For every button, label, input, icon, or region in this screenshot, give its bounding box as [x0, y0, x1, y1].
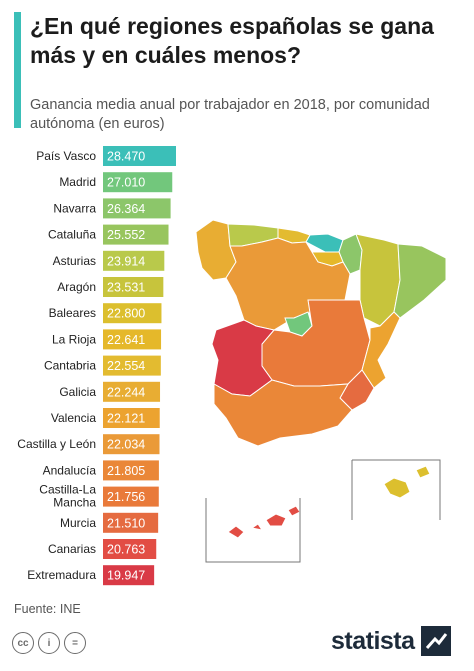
bar — [103, 408, 160, 428]
bar — [103, 381, 161, 402]
value-label: 23.914 — [107, 254, 145, 268]
map-region — [393, 243, 447, 319]
bar — [103, 198, 171, 219]
value-label: 20.763 — [107, 543, 145, 557]
bar — [103, 355, 161, 376]
value-label: 22.554 — [107, 359, 145, 373]
cc-icon[interactable]: cc — [12, 632, 34, 654]
bar — [103, 224, 169, 245]
category-label: Asturias — [53, 254, 96, 268]
category-label: La Rioja — [52, 332, 96, 346]
canarias-inset-frame — [205, 498, 301, 563]
value-label: 22.641 — [107, 333, 145, 347]
bar — [103, 512, 159, 533]
category-label: Castilla-La Mancha — [39, 483, 96, 510]
attribution-icon[interactable]: i — [38, 632, 60, 654]
chart-subtitle: Ganancia media anual por trabajador en 2… — [30, 97, 430, 132]
chart-title: ¿En qué regiones españolas se gana más y… — [30, 13, 434, 68]
value-label: 22.244 — [107, 385, 145, 399]
map-region — [213, 379, 353, 447]
value-label: 21.756 — [107, 490, 145, 504]
category-label: Baleares — [49, 306, 96, 320]
value-label: 26.364 — [107, 202, 145, 216]
bar — [103, 172, 173, 193]
bar — [103, 146, 176, 166]
bar — [103, 277, 164, 297]
license-icons: cc i = — [12, 632, 86, 654]
value-label: 22.800 — [107, 307, 145, 321]
category-label: Valencia — [51, 411, 96, 425]
source-note: Fuente: INE — [14, 602, 81, 616]
bar — [103, 303, 162, 324]
bar — [103, 460, 159, 481]
statista-logo[interactable]: statista — [331, 626, 451, 656]
value-label: 21.510 — [107, 516, 145, 530]
category-label: Cantabria — [44, 359, 96, 373]
bar — [103, 434, 160, 455]
category-label: Madrid — [59, 175, 96, 189]
value-label: 28.470 — [107, 150, 145, 164]
value-label: 21.805 — [107, 464, 145, 478]
category-label: País Vasco — [36, 149, 96, 163]
accent-bar — [14, 12, 21, 128]
category-label: Castilla y León — [17, 437, 96, 451]
map-region — [227, 505, 301, 539]
value-label: 23.531 — [107, 281, 145, 295]
value-label: 25.552 — [107, 228, 145, 242]
category-label: Cataluña — [48, 228, 96, 242]
value-label: 27.010 — [107, 176, 145, 190]
category-label: Canarias — [48, 542, 96, 556]
category-label: Aragón — [57, 280, 96, 294]
map-region — [361, 311, 401, 389]
bar — [103, 329, 162, 350]
statista-mark-icon — [420, 626, 451, 656]
bar — [103, 486, 159, 507]
brand-name: statista — [331, 626, 415, 655]
bar — [103, 250, 165, 271]
category-label: Andalucía — [43, 463, 97, 477]
value-label: 22.121 — [107, 412, 145, 426]
category-label: Navarra — [53, 201, 96, 215]
equals-icon[interactable]: = — [64, 632, 86, 654]
baleares-inset-frame — [351, 459, 441, 520]
category-label: Galicia — [59, 385, 96, 399]
value-label: 22.034 — [107, 438, 145, 452]
footer: cc i = statista — [0, 620, 474, 671]
bar — [103, 539, 157, 559]
bar — [103, 565, 155, 586]
category-label: Murcia — [60, 516, 96, 530]
category-label: Extremadura — [27, 568, 96, 582]
value-label: 19.947 — [107, 569, 145, 583]
map-region — [383, 465, 431, 499]
